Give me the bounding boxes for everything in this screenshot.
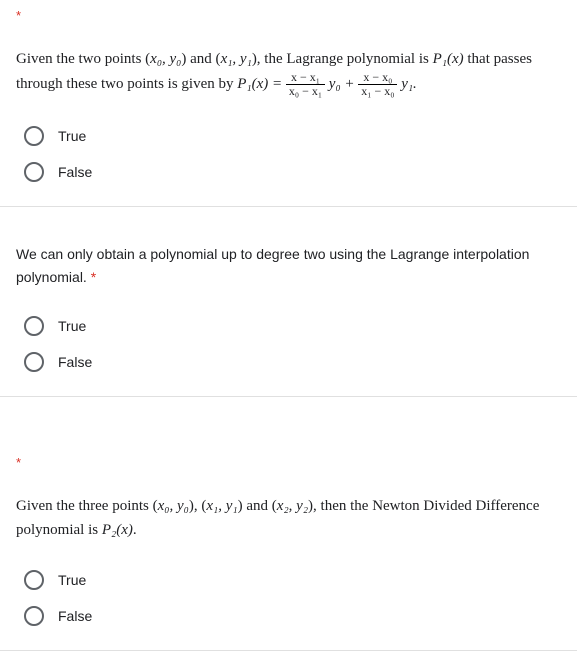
radio-icon [24, 570, 44, 590]
q3-text-part1: Given the three points ( [16, 498, 158, 514]
option-label: False [58, 164, 92, 180]
q1-polyeq: P₁(x) = [237, 76, 286, 92]
q3-point1: x₁, y₁ [206, 498, 237, 514]
q1-f1-den: x₀ − x₁ [286, 85, 325, 98]
question-card-1: Given the two points (x₀, y₀) and (x₁, y… [0, 31, 577, 207]
question-2-text: We can only obtain a polynomial up to de… [16, 243, 561, 288]
required-indicator-q3: * [0, 447, 577, 478]
q1-f2-num: x − x₀ [358, 71, 397, 85]
question-3-text: Given the three points (x₀, y₀), (x₁, y₁… [16, 494, 561, 542]
q1-f1-num: x − x₁ [286, 71, 325, 85]
q1-text-part3: ), the Lagrange polynomial is [252, 51, 433, 67]
question-1-text: Given the two points (x₀, y₀) and (x₁, y… [16, 47, 561, 98]
q3-poly: P₂(x) [102, 522, 133, 538]
radio-icon [24, 606, 44, 626]
q1-fraction2: x − x₀x₁ − x₀ [358, 71, 397, 98]
q2-required: * [91, 269, 96, 285]
q2-option-true[interactable]: True [24, 308, 561, 344]
required-indicator-q1: * [0, 0, 577, 31]
q3-text-part3: ) and ( [238, 498, 277, 514]
q1-poly: P₁(x) [433, 51, 464, 67]
q1-text-part1: Given the two points ( [16, 51, 150, 67]
q1-point0: x₀, y₀ [150, 51, 181, 67]
q3-point2: x₂, y₂ [277, 498, 308, 514]
radio-icon [24, 352, 44, 372]
radio-icon [24, 316, 44, 336]
q1-f2-den: x₁ − x₀ [358, 85, 397, 98]
radio-icon [24, 126, 44, 146]
q1-y0: y₀ + [325, 76, 358, 92]
q1-option-false[interactable]: False [24, 154, 561, 190]
radio-icon [24, 162, 44, 182]
q3-option-true[interactable]: True [24, 562, 561, 598]
q3-text-part2: ), ( [189, 498, 207, 514]
q3-point0: x₀, y₀ [158, 498, 189, 514]
spacer [0, 417, 577, 447]
q3-period: . [133, 522, 137, 538]
option-label: True [58, 128, 86, 144]
q1-point1: x₁, y₁ [221, 51, 252, 67]
option-label: False [58, 608, 92, 624]
q1-text-part2: ) and ( [181, 51, 220, 67]
q1-option-true[interactable]: True [24, 118, 561, 154]
option-label: True [58, 572, 86, 588]
q2-option-false[interactable]: False [24, 344, 561, 380]
q1-fraction1: x − x₁x₀ − x₁ [286, 71, 325, 98]
question-card-2: We can only obtain a polynomial up to de… [0, 227, 577, 397]
question-card-3: Given the three points (x₀, y₀), (x₁, y₁… [0, 478, 577, 651]
option-label: False [58, 354, 92, 370]
q3-option-false[interactable]: False [24, 598, 561, 634]
option-label: True [58, 318, 86, 334]
q1-y1: y₁. [397, 76, 416, 92]
